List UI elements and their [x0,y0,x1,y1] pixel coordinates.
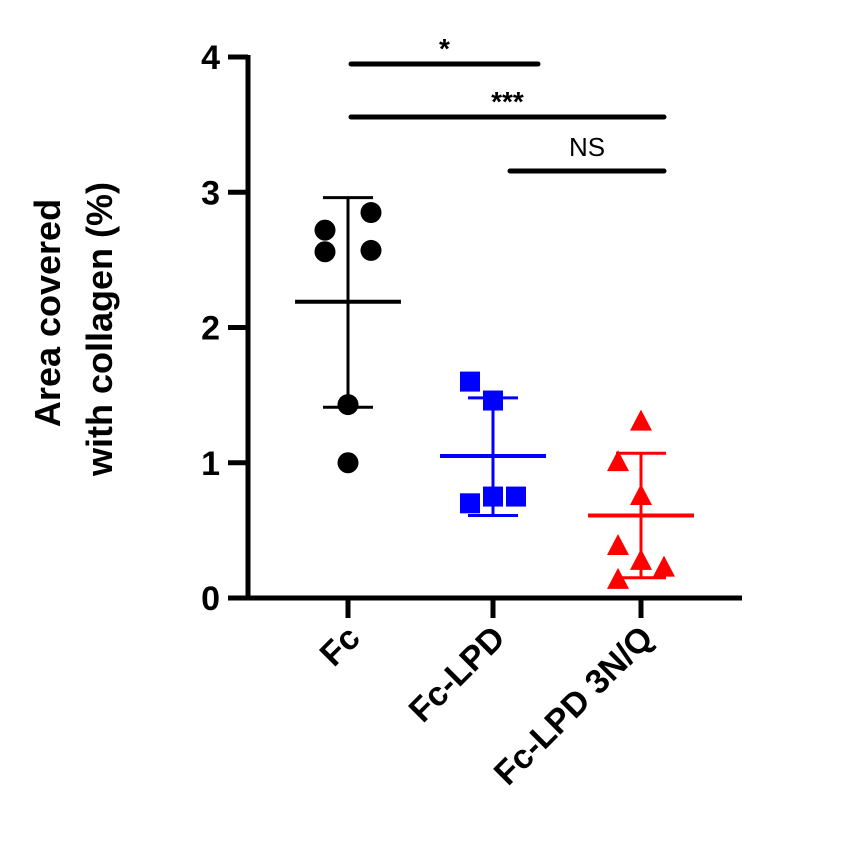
data-point [314,241,336,263]
data-point [360,239,382,261]
axes [245,55,742,601]
data-point [630,548,652,570]
data-point [607,450,629,472]
group-square [440,371,546,517]
y-ticks: 0 1 2 3 4 [201,39,248,618]
significance-label: NS [569,132,605,162]
group-triangle [588,409,694,589]
data-groups [295,196,694,589]
x-tick-label: Fc [313,619,368,674]
data-point [483,390,503,411]
data-point [314,219,336,241]
data-point [506,486,526,507]
y-tick-label: 3 [201,174,220,212]
data-point [460,371,480,392]
y-axis-title-line-2: with collagen (%) [79,182,120,477]
data-point [337,394,359,416]
data-point [630,409,652,431]
significance-label: * [439,33,450,64]
y-axis-title-line-1: Area covered [27,199,68,427]
x-tick-label: Fc-LPD [402,619,513,730]
data-point [653,555,675,577]
y-axis-title: Area covered with collagen (%) [27,182,120,477]
y-tick-label: 2 [201,310,220,348]
significance-bars: ****NS [348,33,667,174]
group-circle [295,196,401,474]
x-tick-label: Fc-LPD 3N/Q [487,619,661,793]
y-tick-label: 1 [201,445,220,483]
data-point [607,567,629,589]
significance-label: *** [491,86,524,117]
data-point [360,202,382,224]
data-point [460,493,480,514]
data-point [607,534,629,556]
data-point [483,486,503,507]
y-tick-label: 0 [201,580,220,618]
data-point [337,452,359,474]
data-point [630,483,652,505]
y-tick-label: 4 [201,39,220,77]
